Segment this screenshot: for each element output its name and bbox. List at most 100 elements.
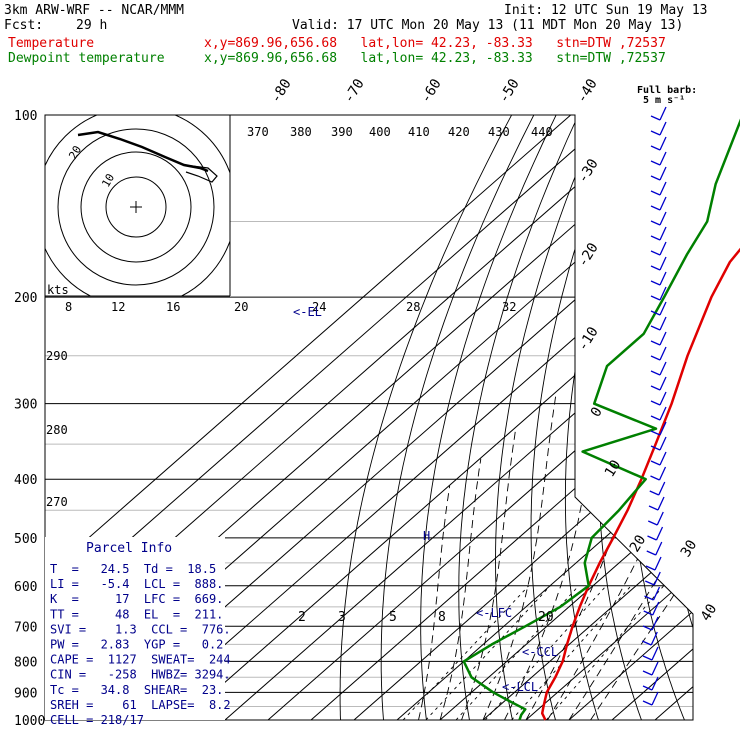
wind-barb bbox=[643, 610, 654, 616]
isotherm-label: -30 bbox=[575, 156, 602, 186]
wind-barb bbox=[644, 580, 655, 586]
isotherm-label: -40 bbox=[574, 76, 601, 106]
wind-barb bbox=[658, 481, 666, 496]
moist-adiabat bbox=[482, 394, 557, 720]
theta-label: 270 bbox=[46, 495, 68, 509]
theta-label: 430 bbox=[488, 125, 510, 139]
isotherm-label: -10 bbox=[575, 324, 602, 354]
mixing-ratio-line bbox=[402, 585, 530, 720]
isotherm-label: -50 bbox=[496, 76, 523, 106]
isotherm bbox=[654, 115, 693, 720]
isotherm bbox=[181, 115, 693, 720]
wind-barb bbox=[644, 595, 654, 601]
wind-barb bbox=[656, 511, 664, 526]
wind-barb bbox=[645, 565, 656, 571]
dry-adiabat bbox=[692, 115, 693, 720]
isotherm bbox=[224, 115, 693, 720]
wind-barb bbox=[659, 166, 667, 181]
wind-barb bbox=[650, 175, 661, 181]
wind-barb bbox=[642, 685, 653, 691]
wind-barb bbox=[659, 361, 667, 376]
isotherm bbox=[45, 115, 572, 720]
wind-barb bbox=[650, 460, 661, 466]
isotherm bbox=[525, 115, 693, 720]
isotherm bbox=[138, 115, 693, 720]
theta-label: 410 bbox=[408, 125, 430, 139]
parcel-row: K = 17 LFC = 669. bbox=[50, 592, 223, 606]
wind-barb bbox=[642, 670, 653, 676]
model-title: 3km ARW-WRF -- NCAR/MMM bbox=[4, 3, 185, 18]
parcel-row: SREH = 61 LAPSE= 8.2 bbox=[50, 698, 231, 712]
dry-adiabat bbox=[495, 115, 602, 720]
wind-barb bbox=[659, 391, 667, 406]
wind-barb bbox=[641, 640, 652, 646]
isotherm bbox=[45, 115, 615, 720]
mixing-ratio-label: 3 bbox=[338, 610, 346, 625]
parcel-box bbox=[45, 537, 225, 720]
hodograph-ring bbox=[57, 128, 215, 286]
wind-barb bbox=[654, 556, 662, 571]
wind-barb bbox=[650, 340, 661, 346]
parcel-row: CIN = -258 HWBZ= 3294. bbox=[50, 668, 231, 682]
wind-barb bbox=[651, 616, 659, 631]
wind-barb bbox=[651, 646, 659, 661]
pressure-label: 700 bbox=[14, 620, 37, 635]
theta-label: 390 bbox=[331, 125, 353, 139]
wind-barb bbox=[659, 196, 667, 211]
dry-adiabat bbox=[630, 115, 691, 720]
theta-label: 380 bbox=[290, 125, 312, 139]
wind-barb bbox=[659, 136, 667, 151]
parcel-title: Parcel Info bbox=[86, 541, 172, 556]
hodograph-ring-label: 20 bbox=[66, 144, 84, 162]
speed-label: 28 bbox=[406, 300, 420, 314]
wind-barb bbox=[650, 415, 661, 421]
dry-adiabat bbox=[564, 115, 646, 720]
isotherm-label: -70 bbox=[341, 76, 368, 106]
pressure-label: 400 bbox=[14, 473, 37, 488]
wind-barb bbox=[659, 151, 667, 166]
wind-barb bbox=[651, 661, 659, 676]
theta-label: 280 bbox=[46, 423, 68, 437]
wind-barb bbox=[659, 211, 667, 226]
temperature-profile bbox=[540, 247, 740, 721]
hwbz-marker: H bbox=[423, 529, 430, 543]
forecast-hours: 29 h bbox=[76, 18, 108, 33]
pressure-label: 200 bbox=[14, 291, 37, 306]
parcel-row: T = 24.5 Td = 18.5 bbox=[50, 562, 216, 576]
wind-barb bbox=[651, 676, 659, 691]
wind-barb bbox=[650, 325, 661, 331]
pressure-label: 300 bbox=[14, 398, 37, 413]
pressure-label: 500 bbox=[14, 532, 37, 547]
isotherm-label: 30 bbox=[678, 537, 701, 560]
wind-barb bbox=[642, 625, 653, 631]
wind-barb bbox=[650, 220, 661, 226]
speed-label: 24 bbox=[312, 300, 326, 314]
moist-adiabat bbox=[525, 303, 661, 720]
forecast-label: Fcst: bbox=[4, 18, 44, 33]
moist-adiabat bbox=[439, 458, 482, 720]
wind-barb bbox=[650, 355, 661, 361]
wind-barb bbox=[650, 145, 661, 151]
parcel-info: Parcel Info T = 24.5 Td = 18.5LI = -5.4 L… bbox=[45, 537, 231, 727]
dewpoint-location: x,y=869.96,656.68 lat,lon= 42.23, -83.33… bbox=[204, 51, 666, 66]
hodograph-ring bbox=[105, 176, 167, 238]
hodograph-ring bbox=[80, 151, 192, 263]
wind-barb bbox=[659, 316, 667, 331]
wind-barb bbox=[650, 160, 661, 166]
isotherm bbox=[568, 115, 693, 720]
lfc-marker: <-LFC bbox=[476, 606, 512, 620]
isotherm bbox=[353, 115, 693, 720]
wind-barb bbox=[653, 571, 661, 586]
parcel-row: LI = -5.4 LCL = 888. bbox=[50, 577, 223, 591]
isotherm bbox=[482, 115, 693, 720]
mixing-ratio-line bbox=[545, 585, 665, 720]
speed-label: 32 bbox=[502, 300, 516, 314]
wind-barb bbox=[650, 130, 661, 136]
wind-barb bbox=[648, 505, 659, 511]
isotherm-label: 10 bbox=[602, 457, 625, 480]
hodograph-background bbox=[45, 115, 230, 296]
parcel-row: TT = 48 EL = 211. bbox=[50, 607, 223, 621]
mixing-ratio-line bbox=[425, 585, 551, 720]
speed-label: 16 bbox=[166, 300, 180, 314]
parcel-row: SVI = 1.3 CCL = 776. bbox=[50, 622, 231, 636]
